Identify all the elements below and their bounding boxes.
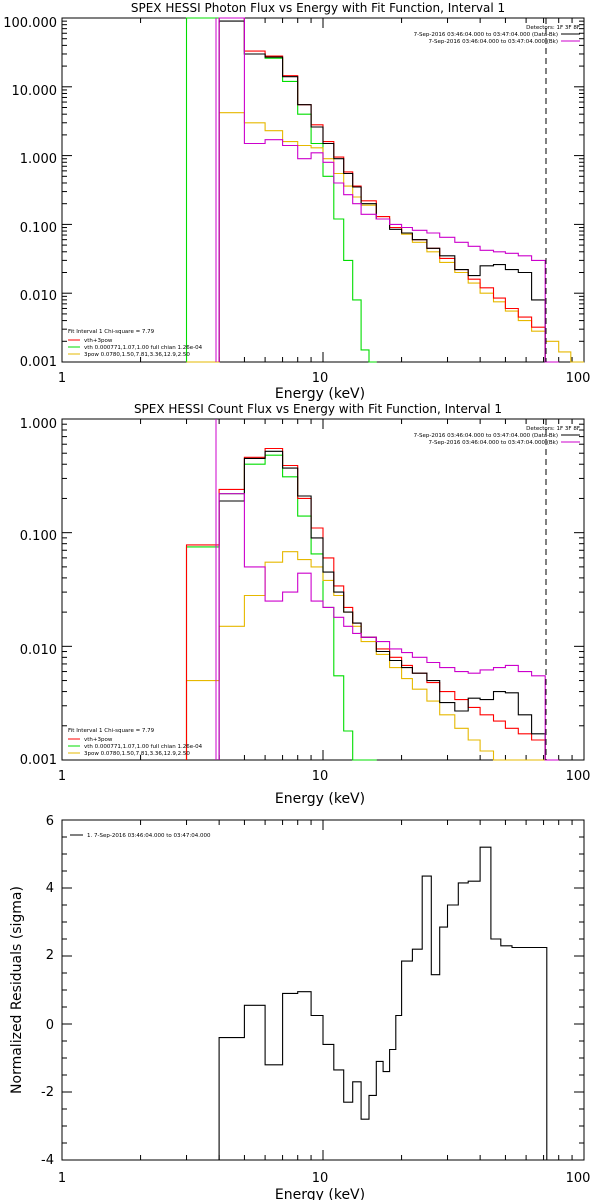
residuals-series-0 — [218, 846, 549, 1161]
photon-fit-legend-3: 3pow 0.0780,1.50,7.81,3.36,12.9,2.50 — [84, 352, 190, 358]
resid-ytick-6: 6 — [46, 814, 54, 829]
photon-xtick-100: 100 — [566, 371, 591, 386]
resid-xaxis-label: Energy (keV) — [275, 1187, 365, 1200]
residuals-series-group — [218, 846, 549, 1161]
photon-series-group — [185, 17, 584, 363]
photon-ytick-0.1: 0.100 — [20, 221, 57, 236]
resid-xtick-1: 1 — [58, 1171, 66, 1186]
resid-ytick-4: 4 — [46, 881, 54, 896]
photon-series-4 — [218, 17, 559, 363]
count-legend-time-2: 7-Sep-2016 03:46:04.000 to 03:47:04.000 … — [429, 440, 559, 446]
photon-panel-title: SPEX HESSI Photon Flux vs Energy with Fi… — [131, 1, 505, 15]
photon-ytick-10: 10.000 — [12, 84, 58, 99]
count-series-3 — [218, 450, 559, 761]
photon-series-2 — [218, 17, 559, 363]
count-fit-legend-3: 3pow 0.0780,1.50,7.81,3.36,12.9,2.50 — [84, 751, 190, 757]
photon-series-3 — [218, 20, 559, 363]
photon-fit-interval-label: Fit Interval 1 Chi-square = 7.79 — [68, 329, 155, 335]
count-series-2 — [185, 447, 559, 761]
resid-legend-label: 1. 7-Sep-2016 03:46:04.000 to 03:47:04.0… — [87, 833, 211, 839]
count-ytick-0.001: 0.001 — [20, 753, 57, 768]
count-xtick-10: 10 — [312, 769, 329, 784]
photon-series-0 — [185, 17, 377, 363]
photon-fit-legend-2: vth 0.000771,1.07,1.00 full chian 1.26e-… — [84, 345, 203, 351]
photon-ytick-0.01: 0.010 — [20, 289, 57, 304]
photon-detectors-label: Detectors: 1F 3F 8F — [526, 25, 580, 31]
count-detectors-label: Detectors: 1F 3F 8F — [526, 426, 580, 432]
count-fit-interval-label: Fit Interval 1 Chi-square = 7.79 — [68, 728, 155, 734]
count-series-group — [185, 447, 559, 761]
count-series-4 — [218, 493, 559, 761]
residuals-plot-frame — [61, 819, 585, 1161]
photon-xtick-1: 1 — [58, 371, 66, 386]
resid-xtick-10: 10 — [312, 1171, 329, 1186]
count-flux-panel: SPEX HESSI Count Flux vs Energy with Fit… — [20, 402, 591, 807]
residuals-panel: 6 4 2 0 -2 -4 1 10 100 Energy (keV) Norm… — [9, 814, 590, 1200]
photon-fit-legend-1: vth+3pow — [84, 338, 113, 344]
photon-xaxis-label: Energy (keV) — [275, 386, 365, 402]
photon-ytick-100: 100.000 — [3, 16, 57, 31]
resid-yaxis-label: Normalized Residuals (sigma) — [9, 886, 25, 1094]
count-ytick-0.1: 0.100 — [20, 529, 57, 544]
photon-ytick-1: 1.000 — [20, 152, 57, 167]
resid-ytick-minus2: -2 — [41, 1085, 54, 1100]
count-ytick-0.01: 0.010 — [20, 643, 57, 658]
photon-legend-time-2: 7-Sep-2016 03:46:04.000 to 03:47:04.000 … — [429, 39, 559, 45]
photon-flux-panel: SPEX HESSI Photon Flux vs Energy with Fi… — [3, 1, 590, 402]
count-series-1 — [185, 551, 559, 761]
residuals-tick-marks — [61, 819, 584, 1161]
photon-ytick-0.001: 0.001 — [20, 355, 57, 370]
resid-ytick-2: 2 — [46, 948, 54, 963]
count-xtick-100: 100 — [566, 769, 591, 784]
resid-ytick-0: 0 — [46, 1018, 54, 1033]
count-legend-time-1: 7-Sep-2016 03:46:04.000 to 03:47:04.000 … — [414, 433, 558, 439]
photon-series-1 — [186, 112, 584, 363]
count-xtick-1: 1 — [58, 769, 66, 784]
photon-xtick-10: 10 — [312, 371, 329, 386]
count-fit-legend-1: vth+3pow — [84, 737, 113, 743]
count-fit-legend-2: vth 0.000771,1.07,1.00 full chian 1.26e-… — [84, 744, 203, 750]
resid-xtick-100: 100 — [566, 1171, 591, 1186]
resid-ytick-minus4: -4 — [41, 1153, 54, 1168]
count-panel-title: SPEX HESSI Count Flux vs Energy with Fit… — [134, 402, 502, 416]
count-ytick-1: 1.000 — [20, 417, 57, 432]
photon-legend-time-1: 7-Sep-2016 03:46:04.000 to 03:47:04.000 … — [414, 32, 558, 38]
count-xaxis-label: Energy (keV) — [275, 791, 365, 807]
